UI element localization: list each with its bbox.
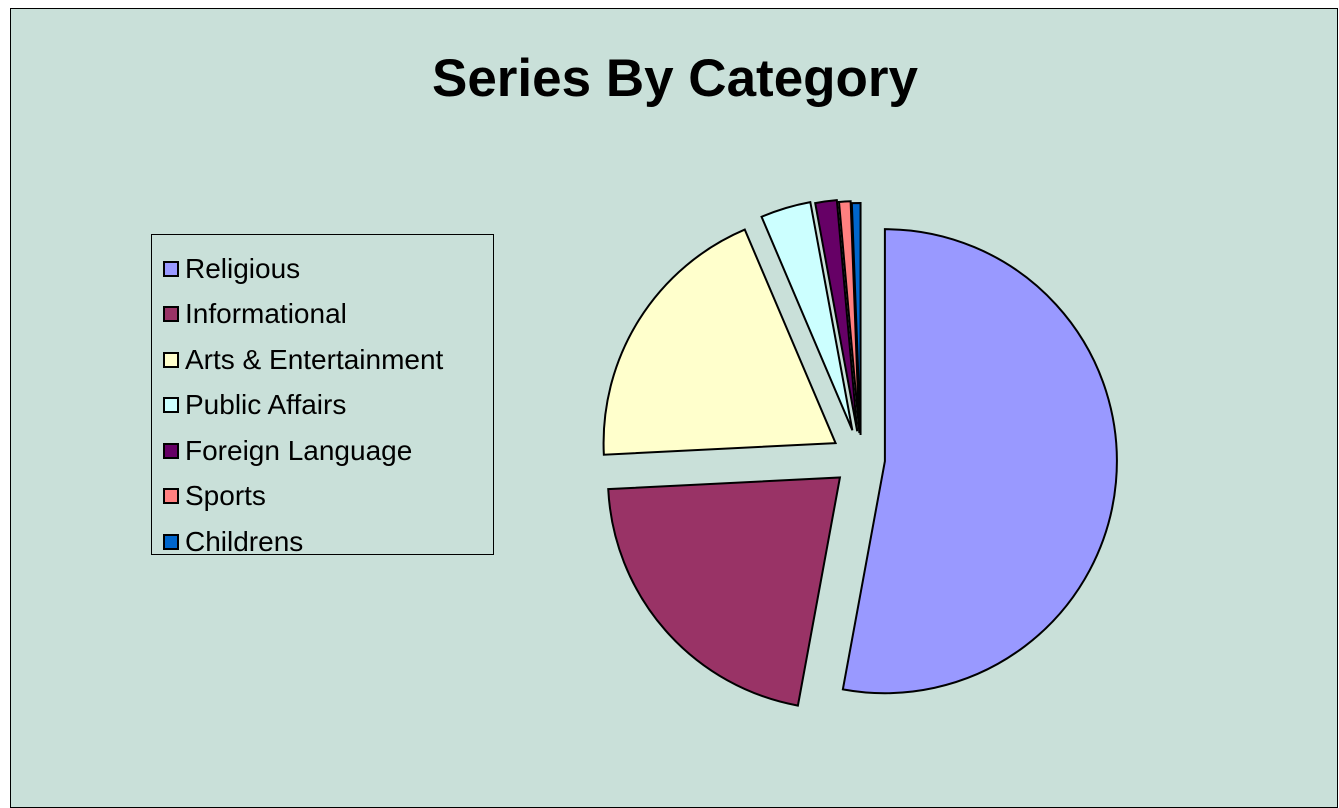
legend-item-sports: Sports — [163, 479, 266, 513]
legend-swatch-arts-entertainment — [163, 352, 179, 368]
pie-slice-arts-entertainment — [602, 228, 838, 456]
legend-swatch-childrens — [163, 534, 179, 550]
legend-swatch-sports — [163, 488, 179, 504]
legend-label-public-affairs: Public Affairs — [185, 389, 347, 420]
legend-item-childrens: Childrens — [163, 525, 303, 559]
legend-label-sports: Sports — [185, 480, 266, 511]
pie-chart — [602, 199, 1118, 707]
legend-item-religious: Religious — [163, 252, 300, 286]
legend-label-religious: Religious — [185, 253, 301, 284]
legend-item-foreign-language: Foreign Language — [163, 434, 412, 468]
legend-item-public-affairs: Public Affairs — [163, 388, 346, 422]
chart-title: Series By Category — [431, 49, 919, 108]
legend-label-foreign-language: Foreign Language — [185, 435, 413, 466]
pie-slice-foreign-language — [814, 199, 859, 432]
legend-label-informational: Informational — [185, 298, 347, 329]
chart-area: Series By Category Religious Information… — [10, 8, 1338, 808]
legend-label-arts-entertainment: Arts & Entertainment — [185, 344, 444, 375]
pie-slice-religious — [841, 228, 1118, 695]
legend: Religious Informational Arts & Entertain… — [151, 234, 494, 557]
legend-item-informational: Informational — [163, 297, 347, 331]
pie-slice-sports — [837, 200, 861, 434]
legend-swatch-religious — [163, 261, 179, 277]
legend-label-childrens: Childrens — [185, 526, 304, 557]
pie-slice-public-affairs — [760, 200, 854, 431]
pie-slice-childrens — [850, 201, 862, 436]
legend-swatch-public-affairs — [163, 397, 179, 413]
pie-slice-informational — [607, 476, 842, 707]
legend-swatch-informational — [163, 306, 179, 322]
legend-swatch-foreign-language — [163, 443, 179, 459]
legend-item-arts-entertainment: Arts & Entertainment — [163, 343, 443, 377]
